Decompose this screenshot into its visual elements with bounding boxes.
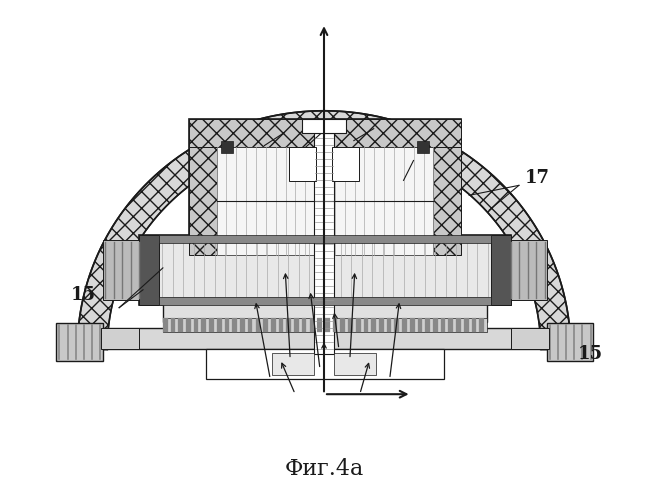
Polygon shape — [255, 318, 260, 332]
Polygon shape — [302, 318, 307, 332]
Polygon shape — [272, 354, 314, 376]
Text: 15: 15 — [71, 286, 96, 304]
Polygon shape — [325, 318, 330, 332]
Polygon shape — [441, 318, 445, 332]
Polygon shape — [101, 328, 139, 349]
Polygon shape — [356, 318, 360, 332]
Polygon shape — [371, 318, 376, 332]
Polygon shape — [491, 235, 511, 304]
Polygon shape — [410, 318, 415, 332]
Polygon shape — [205, 350, 445, 380]
Polygon shape — [318, 318, 322, 332]
Polygon shape — [170, 318, 175, 332]
Text: 17: 17 — [524, 170, 550, 188]
Polygon shape — [271, 318, 275, 332]
Polygon shape — [101, 328, 549, 349]
Polygon shape — [509, 240, 547, 300]
Polygon shape — [202, 318, 206, 332]
Polygon shape — [159, 235, 491, 243]
Polygon shape — [56, 322, 103, 362]
Polygon shape — [387, 318, 391, 332]
Polygon shape — [464, 318, 469, 332]
Polygon shape — [456, 318, 461, 332]
Polygon shape — [511, 328, 549, 349]
Polygon shape — [279, 318, 283, 332]
Polygon shape — [163, 318, 168, 332]
Polygon shape — [233, 318, 237, 332]
Polygon shape — [472, 318, 476, 332]
Polygon shape — [159, 296, 491, 304]
Polygon shape — [186, 318, 191, 332]
Polygon shape — [217, 318, 222, 332]
Polygon shape — [364, 318, 368, 332]
Polygon shape — [332, 318, 338, 332]
Polygon shape — [434, 146, 461, 255]
Polygon shape — [189, 146, 216, 255]
Polygon shape — [547, 322, 594, 362]
Polygon shape — [220, 140, 233, 152]
Polygon shape — [286, 318, 291, 332]
Polygon shape — [225, 318, 229, 332]
Polygon shape — [248, 318, 253, 332]
Polygon shape — [433, 318, 437, 332]
Polygon shape — [189, 118, 461, 255]
Polygon shape — [417, 318, 422, 332]
Polygon shape — [402, 318, 407, 332]
Polygon shape — [480, 318, 484, 332]
Polygon shape — [189, 118, 461, 146]
Polygon shape — [163, 298, 487, 322]
Polygon shape — [379, 318, 384, 332]
Polygon shape — [139, 235, 159, 304]
Polygon shape — [139, 235, 511, 304]
Polygon shape — [289, 146, 316, 182]
Polygon shape — [178, 318, 183, 332]
Polygon shape — [294, 318, 299, 332]
Polygon shape — [263, 318, 268, 332]
Text: Фиг.4а: Фиг.4а — [284, 458, 364, 480]
Polygon shape — [310, 318, 314, 332]
Polygon shape — [240, 318, 245, 332]
Text: 15: 15 — [578, 346, 603, 364]
Polygon shape — [163, 318, 487, 332]
Polygon shape — [332, 146, 359, 182]
Polygon shape — [209, 318, 214, 332]
Polygon shape — [417, 140, 430, 152]
Polygon shape — [302, 118, 346, 132]
Polygon shape — [77, 111, 571, 350]
Polygon shape — [425, 318, 430, 332]
Polygon shape — [348, 318, 353, 332]
Polygon shape — [395, 318, 399, 332]
Polygon shape — [448, 318, 453, 332]
Polygon shape — [334, 354, 376, 376]
Polygon shape — [340, 318, 345, 332]
Polygon shape — [216, 146, 434, 255]
Polygon shape — [314, 132, 334, 354]
Polygon shape — [194, 318, 198, 332]
Polygon shape — [103, 240, 141, 300]
